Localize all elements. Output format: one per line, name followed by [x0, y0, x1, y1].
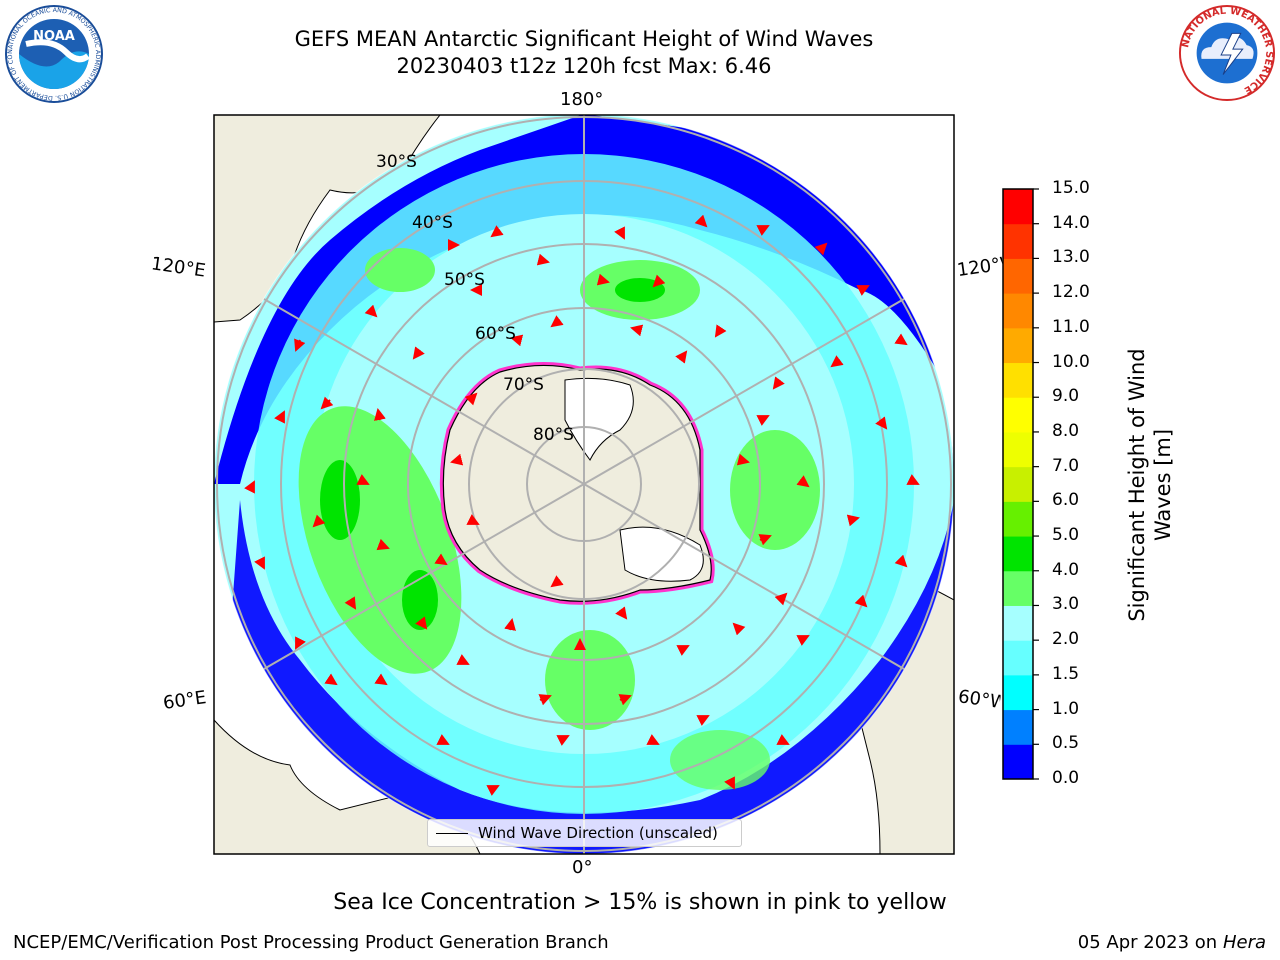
lon-label-180: 180° — [560, 89, 604, 110]
map-subtitle: 20230403 t12z 120h fcst Max: 6.46 — [396, 54, 772, 78]
colorbar-title-line2: Waves [m] — [1151, 428, 1175, 542]
colorbar-tick-label: 1.0 — [1052, 698, 1080, 719]
lon-label-0: 0° — [572, 857, 593, 878]
machine-name: Hera — [1222, 932, 1266, 953]
colorbar-tick-label: 12.0 — [1052, 282, 1090, 303]
antarctica — [439, 362, 715, 605]
colorbar-tick-label: 15.0 — [1052, 178, 1090, 198]
colorbar-title: Significant Height of Wind Waves [m] — [1124, 348, 1176, 621]
colorbar-segment — [1003, 744, 1033, 780]
colorbar-segment — [1003, 431, 1033, 468]
colorbar-title-line1: Significant Height of Wind — [1125, 348, 1149, 622]
colorbar-segment — [1003, 397, 1033, 433]
colorbar-tick-label: 8.0 — [1052, 420, 1080, 441]
wind-wave-direction-arrows — [244, 214, 920, 796]
lat-label-60s: 60°S — [475, 324, 516, 344]
producer-credit: NCEP/EMC/Verification Post Processing Pr… — [13, 932, 609, 953]
lat-label-50s: 50°S — [444, 270, 485, 290]
colorbar-tick-label: 0.0 — [1052, 768, 1080, 788]
colorbar-segment — [1003, 501, 1033, 537]
date-text: 05 Apr 2023 on — [1077, 932, 1218, 953]
colorbar-tick-label: 6.0 — [1052, 490, 1080, 511]
colorbar-tick-label: 0.5 — [1052, 733, 1080, 754]
generation-date: 05 Apr 2023 on Hera — [1078, 932, 1266, 953]
graticule — [216, 115, 952, 854]
colorbar-segment — [1003, 189, 1033, 225]
colorbar-segment — [1003, 674, 1033, 711]
colorbar-frame — [1002, 188, 1034, 780]
colorbar-segment — [1003, 258, 1033, 294]
legend-line-sample — [436, 832, 468, 834]
colorbar-tick-label: 1.5 — [1052, 663, 1080, 684]
colorbar-segment — [1003, 709, 1033, 745]
colorbar-segment — [1003, 327, 1033, 364]
colorbar-segment — [1003, 293, 1033, 329]
lat-label-30s: 30°S — [376, 152, 417, 172]
lat-label-70s: 70°S — [503, 375, 544, 395]
colorbar-tick-label: 14.0 — [1052, 212, 1090, 233]
colorbar-tick-label: 10.0 — [1052, 351, 1090, 372]
map-legend: Wind Wave Direction (unscaled) — [427, 819, 742, 847]
colorbar-tick-label: 5.0 — [1052, 525, 1080, 546]
map-frame — [213, 114, 955, 855]
nws-logo: NATIONAL WEATHER SERVICE — [1178, 4, 1276, 102]
colorbar-segment — [1003, 640, 1033, 676]
legend-label: Wind Wave Direction (unscaled) — [478, 824, 718, 842]
lat-label-80s: 80°S — [533, 425, 574, 445]
sea-ice-note: Sea Ice Concentration > 15% is shown in … — [333, 890, 947, 915]
colorbar-tick-label: 4.0 — [1052, 559, 1080, 580]
colorbar-tick-label: 3.0 — [1052, 594, 1080, 615]
colorbar-segment — [1003, 466, 1033, 502]
colorbar-tick-label: 2.0 — [1052, 629, 1080, 650]
colorbar-segment — [1003, 362, 1033, 398]
colorbar-tick-label: 13.0 — [1052, 247, 1090, 268]
colorbar — [1002, 188, 1039, 780]
noaa-logo: NATIONAL OCEANIC AND ATMOSPHERIC ADMINIS… — [4, 4, 103, 103]
colorbar-segment — [1003, 570, 1033, 606]
colorbar-tick-label: 7.0 — [1052, 455, 1080, 476]
colorbar-segment — [1003, 536, 1033, 572]
colorbar-segment — [1003, 605, 1033, 641]
colorbar-tick-label: 11.0 — [1052, 316, 1090, 337]
colorbar-segment — [1003, 223, 1033, 259]
colorbar-tick-label: 9.0 — [1052, 386, 1080, 407]
lat-label-40s: 40°S — [412, 213, 453, 233]
map-title: GEFS MEAN Antarctic Significant Height o… — [294, 27, 874, 51]
noaa-logo-text: NOAA — [33, 29, 75, 44]
